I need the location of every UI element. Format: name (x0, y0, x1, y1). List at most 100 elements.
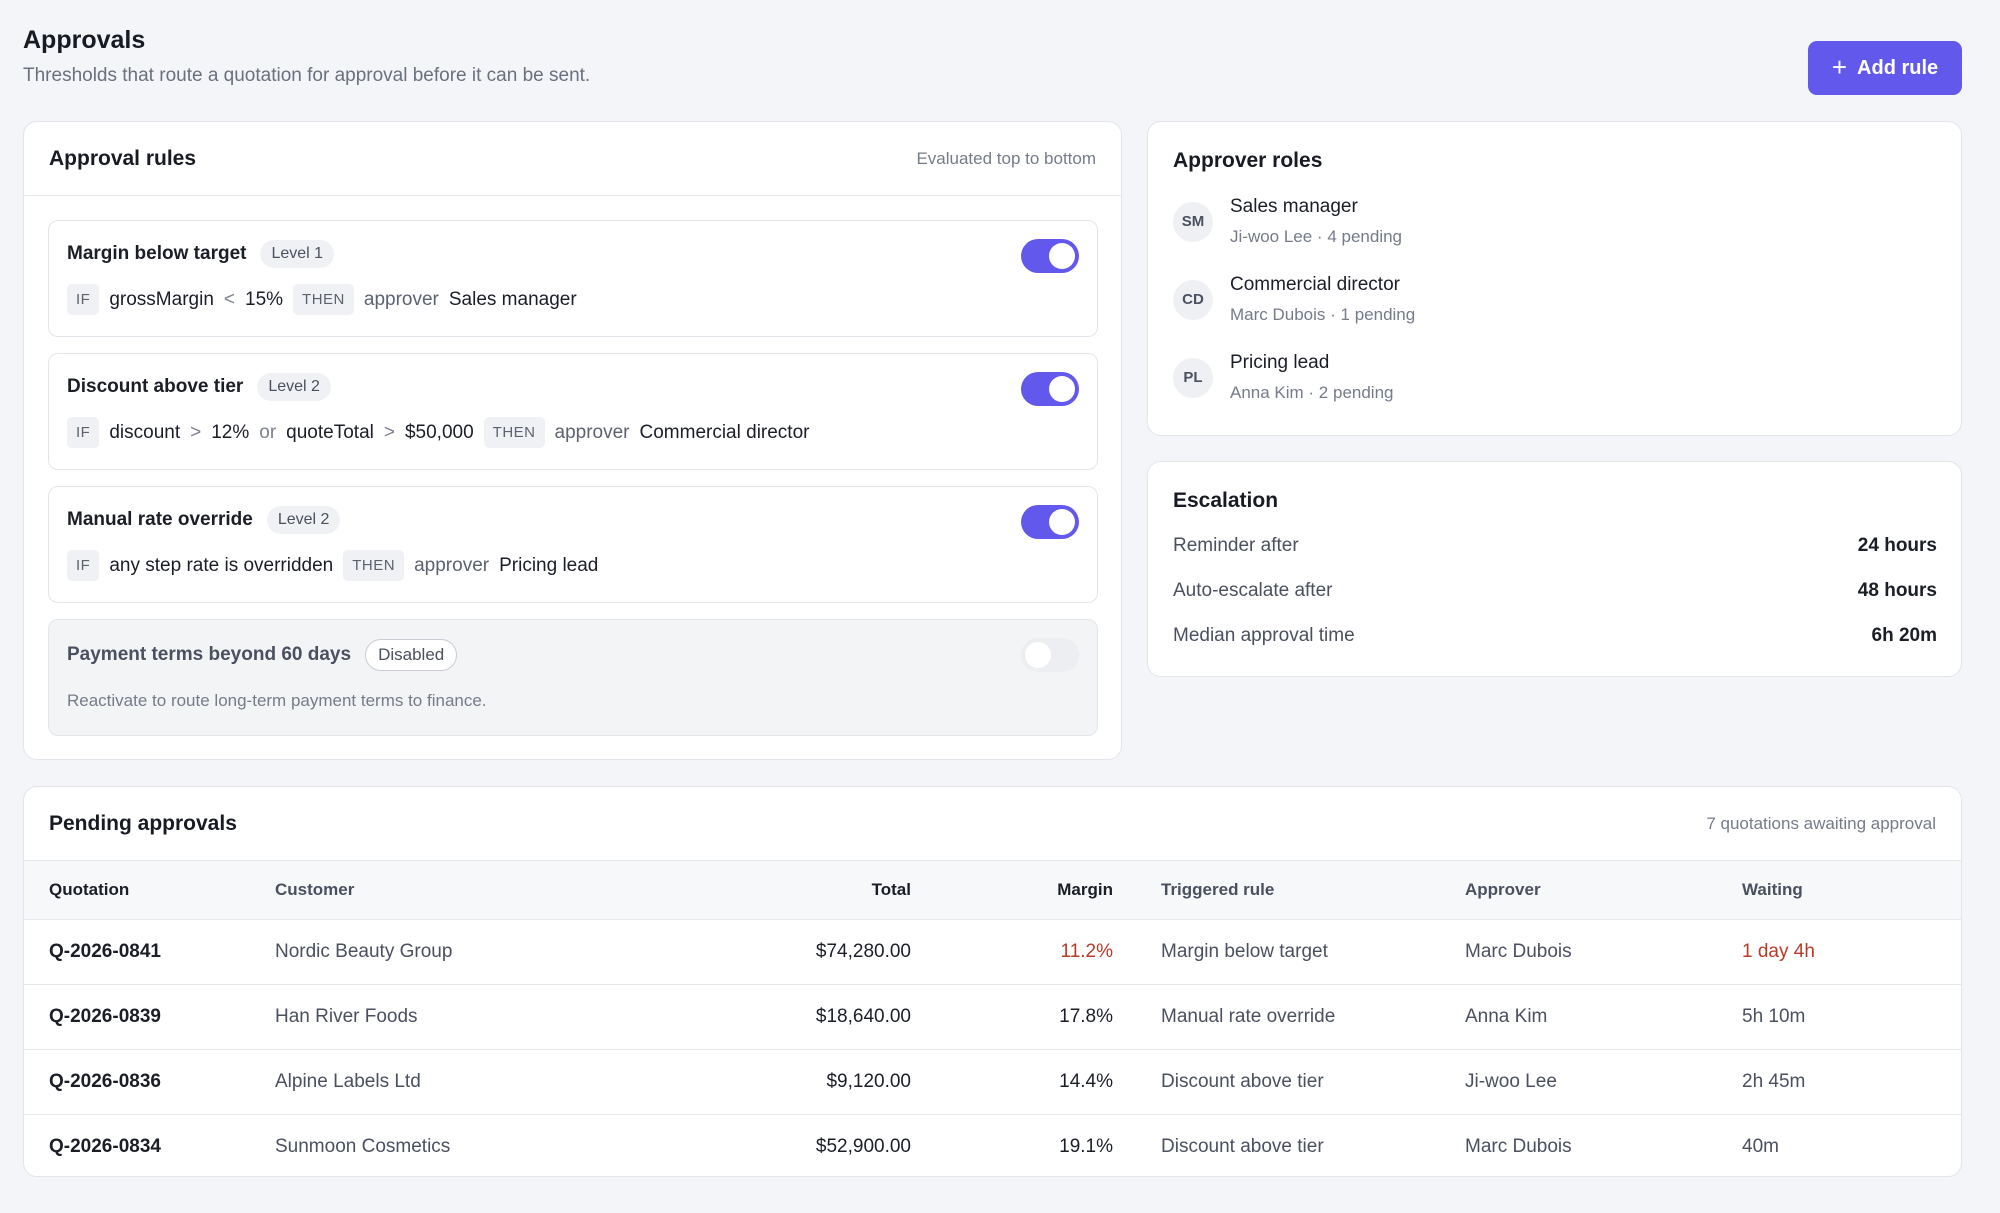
condition-joiner: or (259, 421, 277, 443)
waiting-time: 1 day 4h (1742, 919, 1961, 985)
quote-total: $9,120.00 (635, 1049, 911, 1115)
escalation-value: 24 hours (1857, 535, 1937, 556)
role-pricing-lead[interactable]: PL Pricing lead Anna Kim · 2 pending (1173, 352, 1394, 403)
approver-roles-title: Approver roles (1173, 149, 1323, 172)
condition-value: $50,000 (404, 421, 474, 443)
then-keyword: THEN (343, 550, 405, 581)
approval-rules-card: Approval rules Evaluated top to bottom M… (23, 121, 1122, 760)
rule-approver: Sales manager (448, 288, 577, 310)
column-header-quotation[interactable]: Quotation (24, 861, 275, 920)
rule-condition: IF discount > 12% or quoteTotal > $50,00… (67, 417, 809, 448)
escalation-row: Auto-escalate after 48 hours (1173, 580, 1937, 602)
rule-payment-terms[interactable]: Payment terms beyond 60 days Disabled Re… (48, 619, 1098, 736)
condition-text: any step rate is overridden (109, 554, 334, 576)
rule-margin-below-target[interactable]: Margin below target Level 1 IF grossMarg… (48, 220, 1098, 337)
escalation-label: Reminder after (1173, 535, 1299, 556)
page-subtitle: Thresholds that route a quotation for ap… (23, 65, 591, 86)
quotation-id[interactable]: Q-2026-0839 (24, 984, 275, 1050)
table-row[interactable]: Q-2026-0839 Han River Foods $18,640.00 1… (24, 984, 1961, 1050)
toggle-knob (1049, 243, 1075, 269)
role-commercial-director[interactable]: CD Commercial director Marc Dubois · 1 p… (1173, 274, 1415, 325)
rule-condition: IF any step rate is overridden THEN appr… (67, 550, 598, 581)
table-row[interactable]: Q-2026-0841 Nordic Beauty Group $74,280.… (24, 919, 1961, 985)
rule-name: Manual rate override (67, 509, 253, 530)
rule-condition: IF grossMargin < 15% THEN approver Sales… (67, 284, 577, 315)
avatar: PL (1173, 357, 1213, 398)
role-name: Commercial director (1230, 274, 1400, 295)
table-row[interactable]: Q-2026-0834 Sunmoon Cosmetics $52,900.00… (24, 1115, 1961, 1177)
rule-manual-rate-override[interactable]: Manual rate override Level 2 IF any step… (48, 486, 1098, 603)
pending-approvals-table: Quotation Customer Total Margin Triggere… (24, 861, 1961, 1177)
quotation-id[interactable]: Q-2026-0841 (24, 919, 275, 985)
approval-rules-header: Approval rules Evaluated top to bottom (24, 122, 1121, 196)
role-name: Sales manager (1230, 196, 1358, 217)
plus-icon: + (1831, 52, 1848, 82)
table-row[interactable]: Q-2026-0836 Alpine Labels Ltd $9,120.00 … (24, 1049, 1961, 1115)
toggle-knob (1049, 509, 1075, 535)
rule-enabled-toggle[interactable] (1021, 505, 1079, 539)
if-keyword: IF (67, 550, 100, 581)
rule-enabled-toggle[interactable] (1021, 239, 1079, 273)
add-rule-label: Add rule (1857, 56, 1939, 79)
triggered-rule: Manual rate override (1113, 984, 1465, 1050)
approver-word: approver (363, 288, 439, 310)
level-badge: Level 2 (266, 506, 341, 534)
avatar: SM (1173, 201, 1213, 242)
level-badge: Level 2 (257, 373, 331, 401)
then-keyword: THEN (293, 284, 354, 315)
quotation-id[interactable]: Q-2026-0836 (24, 1049, 275, 1115)
escalation-title: Escalation (1173, 489, 1279, 512)
column-header-triggered-rule[interactable]: Triggered rule (1113, 861, 1465, 920)
disabled-badge: Disabled (365, 639, 458, 671)
if-keyword: IF (67, 284, 100, 315)
column-header-margin[interactable]: Margin (911, 861, 1113, 920)
escalation-label: Median approval time (1173, 625, 1355, 646)
rule-approver: Pricing lead (499, 554, 599, 576)
column-header-approver[interactable]: Approver (1465, 861, 1742, 920)
approver-roles-card: Approver roles SM Sales manager Ji-woo L… (1147, 121, 1962, 436)
waiting-time: 40m (1742, 1136, 1779, 1157)
rule-approver: Commercial director (639, 421, 810, 443)
triggered-rule: Margin below target (1113, 919, 1465, 985)
rule-enabled-toggle[interactable] (1021, 372, 1079, 406)
table-header-row: Quotation Customer Total Margin Triggere… (24, 861, 1961, 920)
condition-field: quoteTotal (286, 421, 374, 443)
role-name: Pricing lead (1230, 352, 1330, 373)
quote-total: $74,280.00 (635, 919, 911, 985)
escalation-card: Escalation Reminder after 24 hours Auto-… (1147, 461, 1962, 677)
role-meta: Anna Kim · 2 pending (1230, 383, 1394, 402)
quote-margin: 19.1% (1059, 1136, 1113, 1157)
customer-name: Sunmoon Cosmetics (275, 1136, 451, 1157)
rule-discount-above-tier[interactable]: Discount above tier Level 2 IF discount … (48, 353, 1098, 470)
condition-operator: < (223, 288, 235, 310)
quote-margin: 14.4% (911, 1049, 1113, 1115)
pending-approvals-header: Pending approvals 7 quotations awaiting … (24, 787, 1961, 861)
column-header-waiting[interactable]: Waiting (1742, 861, 1961, 920)
condition-value: 12% (211, 421, 250, 443)
then-keyword: THEN (483, 417, 545, 448)
triggered-rule: Discount above tier (1161, 1136, 1324, 1157)
evaluation-order-note: Evaluated top to bottom (916, 148, 1096, 168)
approver-name: Anna Kim (1465, 984, 1742, 1050)
approver-word: approver (554, 421, 630, 443)
condition-field: grossMargin (109, 288, 214, 310)
column-header-customer[interactable]: Customer (275, 861, 635, 920)
customer-name: Alpine Labels Ltd (275, 1049, 635, 1115)
waiting-time: 2h 45m (1742, 1049, 1961, 1115)
customer-name: Nordic Beauty Group (275, 919, 635, 985)
condition-operator: > (383, 421, 395, 443)
column-header-total[interactable]: Total (635, 861, 911, 920)
pending-approvals-title: Pending approvals (49, 811, 237, 835)
approver-name: Ji-woo Lee (1465, 1049, 1742, 1115)
condition-operator: > (190, 421, 202, 443)
quote-margin: 11.2% (911, 919, 1113, 985)
rule-enabled-toggle[interactable] (1021, 638, 1079, 672)
rule-name: Discount above tier (67, 376, 244, 397)
role-sales-manager[interactable]: SM Sales manager Ji-woo Lee · 4 pending (1173, 196, 1402, 247)
triggered-rule: Discount above tier (1113, 1049, 1465, 1115)
avatar: CD (1173, 279, 1213, 320)
quotation-id[interactable]: Q-2026-0834 (49, 1136, 161, 1157)
add-rule-button[interactable]: + Add rule (1808, 41, 1962, 95)
customer-name: Han River Foods (275, 984, 635, 1050)
escalation-row: Median approval time 6h 20m (1173, 625, 1937, 647)
